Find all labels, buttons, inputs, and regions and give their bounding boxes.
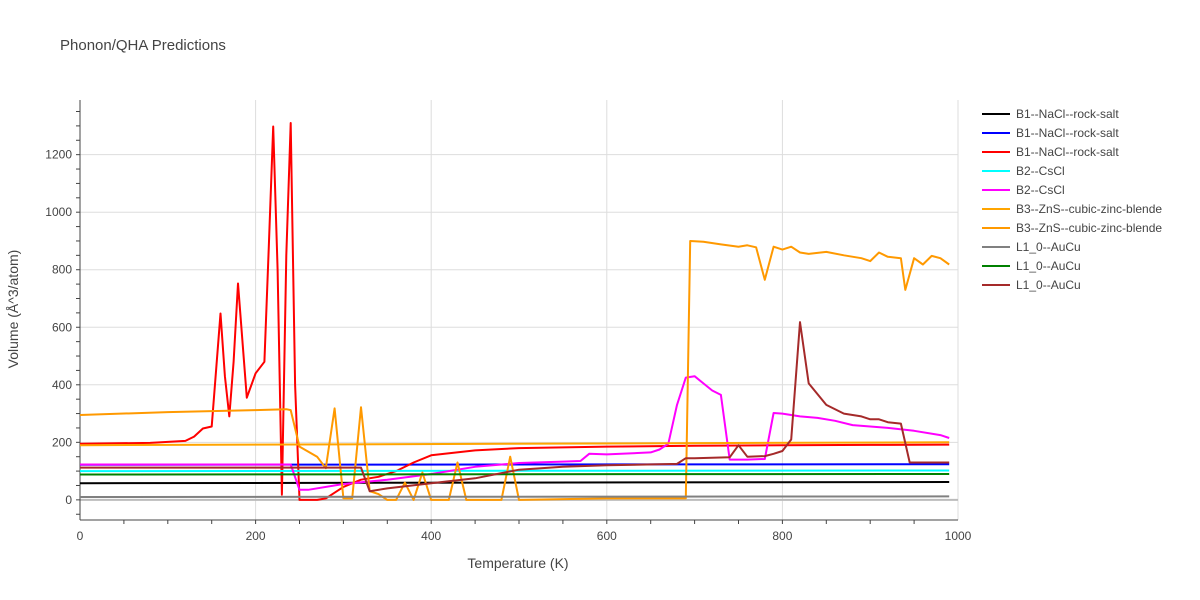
y-tick-label-2: 400 bbox=[52, 378, 72, 392]
legend-label-3: B2--CsCl bbox=[1016, 164, 1065, 178]
legend-label-4: B2--CsCl bbox=[1016, 183, 1065, 197]
y-tick-label-6: 1200 bbox=[45, 148, 72, 162]
legend-item-0[interactable]: B1--NaCl--rock-salt bbox=[982, 107, 1119, 121]
y-tick-label-3: 600 bbox=[52, 320, 72, 334]
y-axis-title: Volume (Å^3/atom) bbox=[5, 250, 21, 369]
y-tick-label-0: 0 bbox=[65, 493, 72, 507]
legend-item-5[interactable]: B3--ZnS--cubic-zinc-blende bbox=[982, 202, 1162, 216]
series-line-7 bbox=[79, 495, 950, 498]
legend-label-6: B3--ZnS--cubic-zinc-blende bbox=[1016, 221, 1162, 235]
x-tick-label-0: 0 bbox=[77, 529, 84, 543]
legend-item-4[interactable]: B2--CsCl bbox=[982, 183, 1065, 197]
x-tick-label-4: 800 bbox=[772, 529, 792, 543]
legend-item-7[interactable]: L1_0--AuCu bbox=[982, 240, 1081, 254]
chart-title: Phonon/QHA Predictions bbox=[60, 37, 226, 54]
legend-item-8[interactable]: L1_0--AuCu bbox=[982, 259, 1081, 273]
series-line-6 bbox=[79, 240, 950, 501]
x-tick-label-5: 1000 bbox=[945, 529, 972, 543]
legend-item-6[interactable]: B3--ZnS--cubic-zinc-blende bbox=[982, 221, 1162, 235]
legend-item-1[interactable]: B1--NaCl--rock-salt bbox=[982, 126, 1119, 140]
legend-item-2[interactable]: B1--NaCl--rock-salt bbox=[982, 145, 1119, 159]
legend[interactable]: B1--NaCl--rock-salt B1--NaCl--rock-salt B1… bbox=[982, 107, 1162, 292]
x-tick-label-3: 600 bbox=[597, 529, 617, 543]
legend-item-3[interactable]: B2--CsCl bbox=[982, 164, 1065, 178]
x-tick-label-2: 400 bbox=[421, 529, 441, 543]
y-tick-label-4: 800 bbox=[52, 263, 72, 277]
legend-label-5: B3--ZnS--cubic-zinc-blende bbox=[1016, 202, 1162, 216]
y-tick-label-1: 200 bbox=[52, 435, 72, 449]
x-tick-label-1: 200 bbox=[246, 529, 266, 543]
legend-label-8: L1_0--AuCu bbox=[1016, 259, 1081, 273]
legend-label-9: L1_0--AuCu bbox=[1016, 278, 1081, 292]
legend-label-0: B1--NaCl--rock-salt bbox=[1016, 107, 1119, 121]
tick-labels: 0 200 400 600 800 1000 0 200 400 600 800 1000 1200 bbox=[45, 148, 971, 543]
series-line-9 bbox=[80, 321, 950, 493]
legend-label-2: B1--NaCl--rock-salt bbox=[1016, 145, 1119, 159]
x-axis-title: Temperature (K) bbox=[467, 555, 568, 571]
y-tick-label-5: 1000 bbox=[45, 205, 72, 219]
series-line-5 bbox=[79, 441, 950, 447]
legend-label-1: B1--NaCl--rock-salt bbox=[1016, 126, 1119, 140]
series-line-8 bbox=[79, 473, 950, 476]
series-layer bbox=[79, 122, 950, 501]
series-line-2 bbox=[79, 122, 950, 501]
axes bbox=[76, 100, 958, 524]
legend-item-9[interactable]: L1_0--AuCu bbox=[982, 278, 1081, 292]
legend-label-7: L1_0--AuCu bbox=[1016, 240, 1081, 254]
